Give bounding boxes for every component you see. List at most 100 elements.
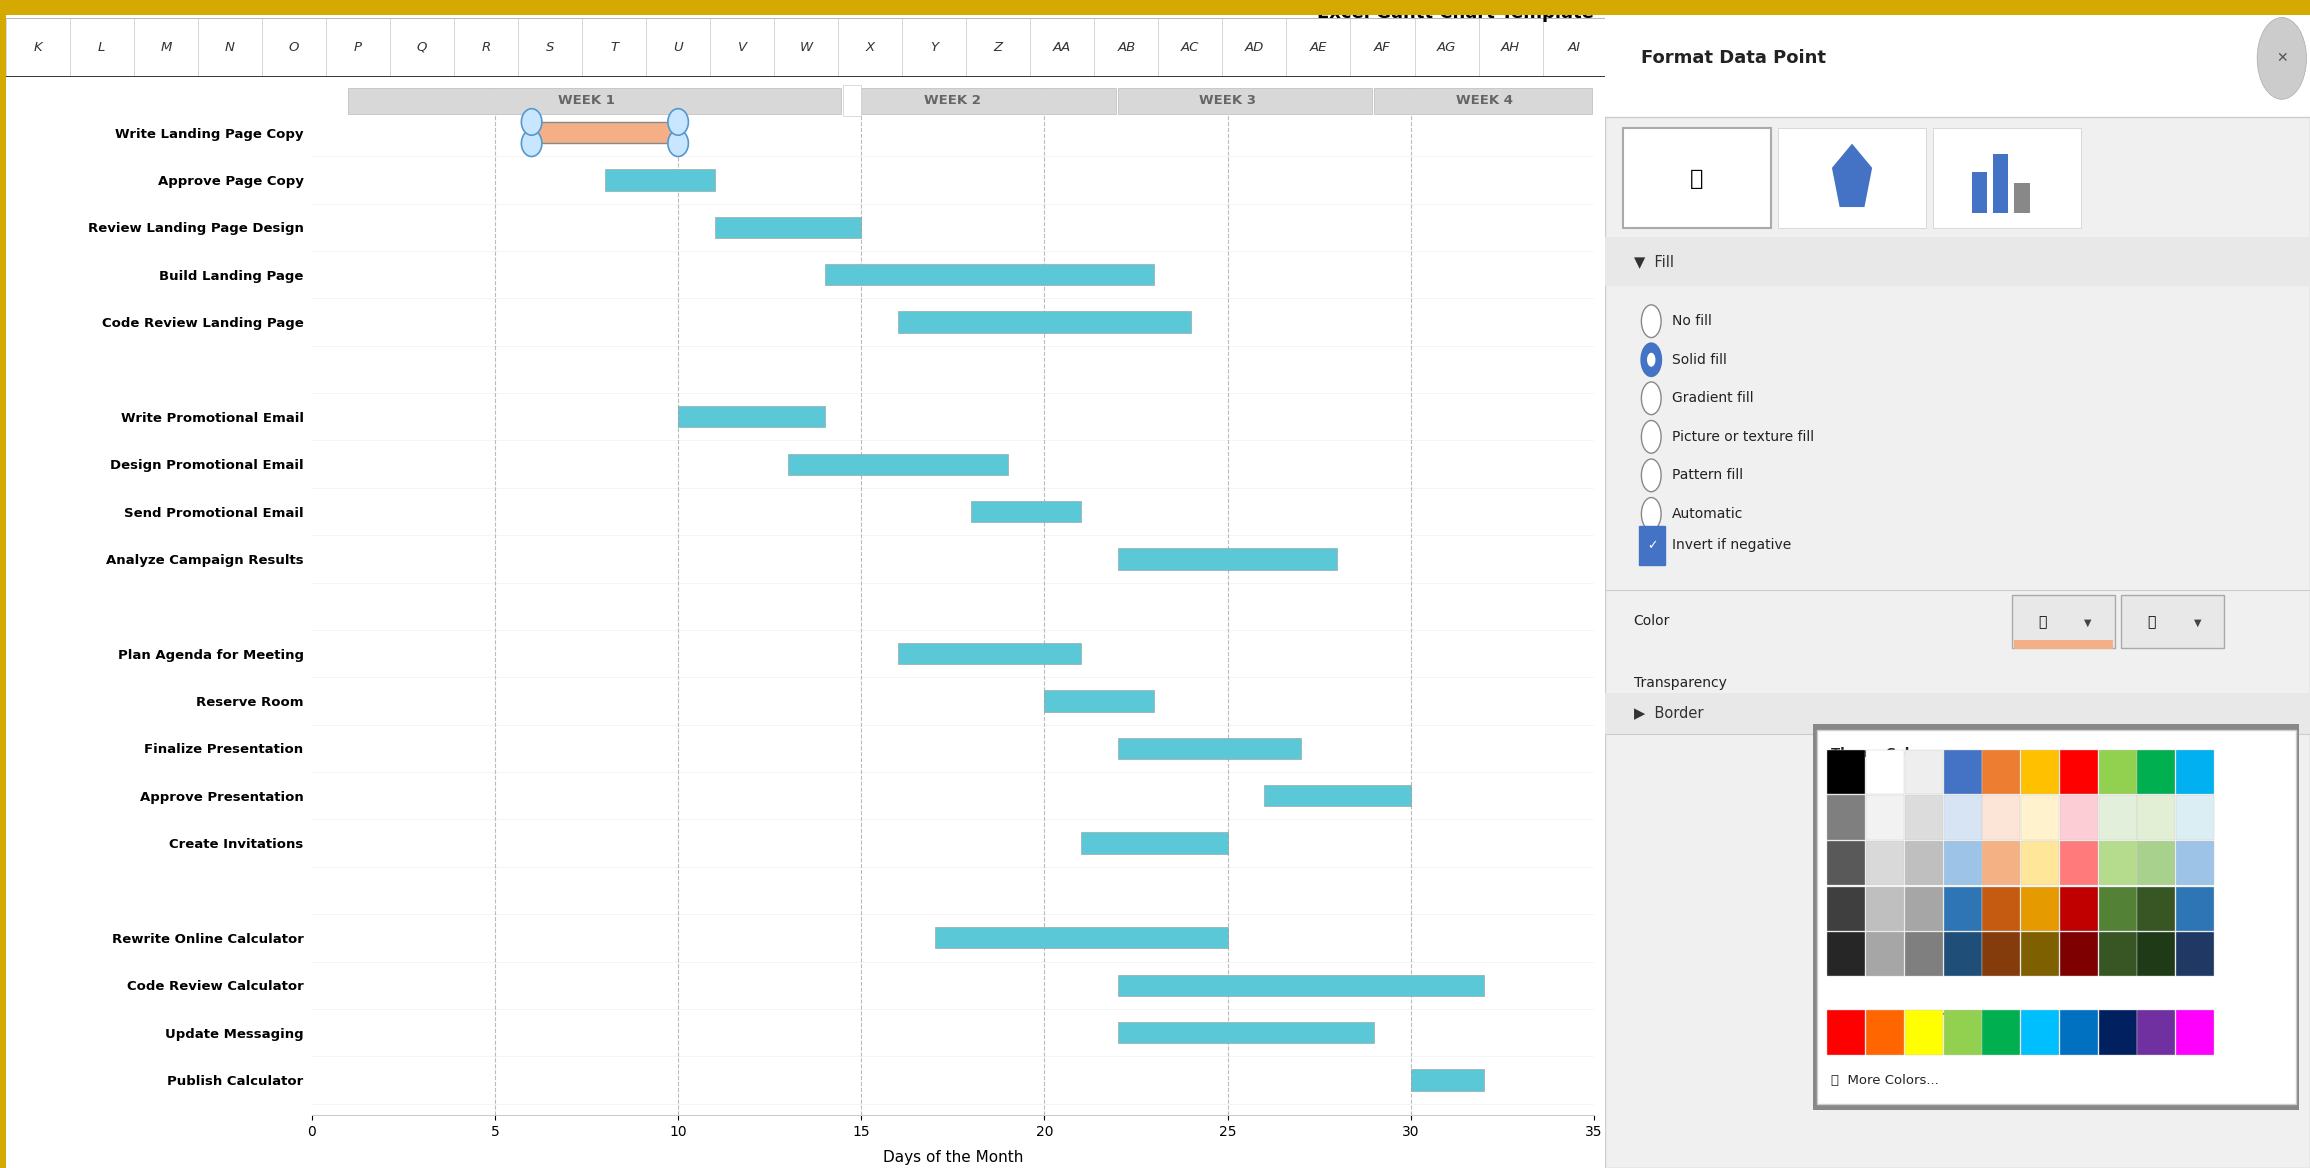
Text: Z: Z [993, 41, 1003, 54]
Bar [69, 18, 134, 77]
Bar [1264, 785, 1411, 806]
Bar [2021, 841, 2058, 885]
Bar [647, 18, 709, 77]
Bar [199, 18, 261, 77]
Bar [2137, 750, 2176, 794]
Text: ▼: ▼ [2084, 618, 2093, 627]
Bar [1030, 18, 1095, 77]
Text: X: X [866, 41, 875, 54]
FancyBboxPatch shape [1813, 724, 2298, 1110]
Bar [390, 18, 455, 77]
FancyBboxPatch shape [1933, 128, 2081, 228]
Bar [2061, 887, 2097, 931]
Bar [1827, 841, 1866, 885]
Bar [2061, 1010, 2097, 1055]
Text: WEEK 1: WEEK 1 [559, 95, 614, 107]
Circle shape [1642, 498, 1661, 530]
Bar [1943, 841, 1982, 885]
Circle shape [522, 109, 543, 135]
FancyBboxPatch shape [1624, 128, 1772, 228]
Text: ▶  Border: ▶ Border [1633, 705, 1702, 721]
Text: AF: AF [1374, 41, 1391, 54]
Bar [2021, 887, 2058, 931]
Circle shape [522, 130, 543, 157]
Bar [1287, 18, 1351, 77]
Text: AG: AG [1437, 41, 1455, 54]
Bar [1605, 0, 2310, 117]
Text: Y: Y [931, 41, 938, 54]
Bar [531, 121, 679, 144]
Bar [2137, 1010, 2176, 1055]
Bar [825, 264, 1155, 285]
Bar [2021, 795, 2058, 840]
Bar [1157, 18, 1222, 77]
Bar [2021, 932, 2058, 976]
Bar [605, 169, 714, 190]
Text: ✓: ✓ [1647, 538, 1656, 552]
Bar [1827, 1010, 1866, 1055]
Bar [2021, 1010, 2058, 1055]
Bar [1414, 18, 1478, 77]
Bar [1866, 750, 1903, 794]
Text: Excel Gantt Chart Template: Excel Gantt Chart Template [1317, 5, 1594, 22]
Bar [1118, 1022, 1374, 1043]
Circle shape [668, 130, 688, 157]
Bar [2176, 887, 2215, 931]
Bar [2014, 183, 2030, 213]
Bar [1827, 750, 1866, 794]
Bar [261, 18, 326, 77]
Text: Invert if negative: Invert if negative [1672, 538, 1793, 552]
Text: ▼  Fill: ▼ Fill [1633, 255, 1675, 269]
Bar [1605, 693, 2310, 734]
Circle shape [1642, 459, 1661, 492]
Text: AE: AE [1310, 41, 1328, 54]
Bar [2061, 750, 2097, 794]
Circle shape [1642, 382, 1661, 415]
Text: Color: Color [1633, 614, 1670, 628]
Text: 🪣: 🪣 [1691, 168, 1705, 189]
Bar [1095, 18, 1157, 77]
Bar [1543, 18, 1608, 77]
X-axis label: Days of the Month: Days of the Month [882, 1150, 1023, 1166]
Bar [714, 217, 862, 238]
Bar [1866, 841, 1903, 885]
Bar [2176, 795, 2215, 840]
Text: Format Data Point: Format Data Point [1640, 49, 1825, 68]
Bar [843, 85, 862, 116]
FancyBboxPatch shape [1816, 730, 2296, 1104]
Bar [1994, 154, 2007, 213]
Bar [1827, 795, 1866, 840]
Bar [1906, 887, 1943, 931]
Text: Automatic: Automatic [1672, 507, 1744, 521]
Bar [1118, 548, 1337, 570]
Bar [2061, 932, 2097, 976]
Bar [1866, 932, 1903, 976]
Text: O: O [289, 41, 298, 54]
Bar [1827, 932, 1866, 976]
Bar [1351, 18, 1414, 77]
Bar [1982, 795, 2021, 840]
Text: V: V [737, 41, 746, 54]
Bar [899, 642, 1081, 665]
Bar [966, 18, 1030, 77]
Text: ✕: ✕ [2275, 51, 2287, 65]
Bar [1118, 88, 1372, 113]
Text: K: K [32, 41, 42, 54]
Bar [5, 18, 69, 77]
Bar [839, 18, 903, 77]
Text: Theme Colors: Theme Colors [1832, 746, 1933, 760]
Text: AB: AB [1118, 41, 1137, 54]
Bar [1973, 172, 1987, 213]
Bar [1982, 750, 2021, 794]
Bar [531, 121, 679, 144]
Text: Standard Colors: Standard Colors [1832, 1009, 1952, 1023]
Circle shape [1642, 420, 1661, 453]
Bar [2100, 841, 2137, 885]
Text: Solid fill: Solid fill [1672, 353, 1728, 367]
Text: N: N [224, 41, 236, 54]
Bar [1866, 887, 1903, 931]
Bar [1943, 795, 1982, 840]
Bar [2137, 841, 2176, 885]
Bar [774, 18, 839, 77]
Bar [1827, 887, 1866, 931]
